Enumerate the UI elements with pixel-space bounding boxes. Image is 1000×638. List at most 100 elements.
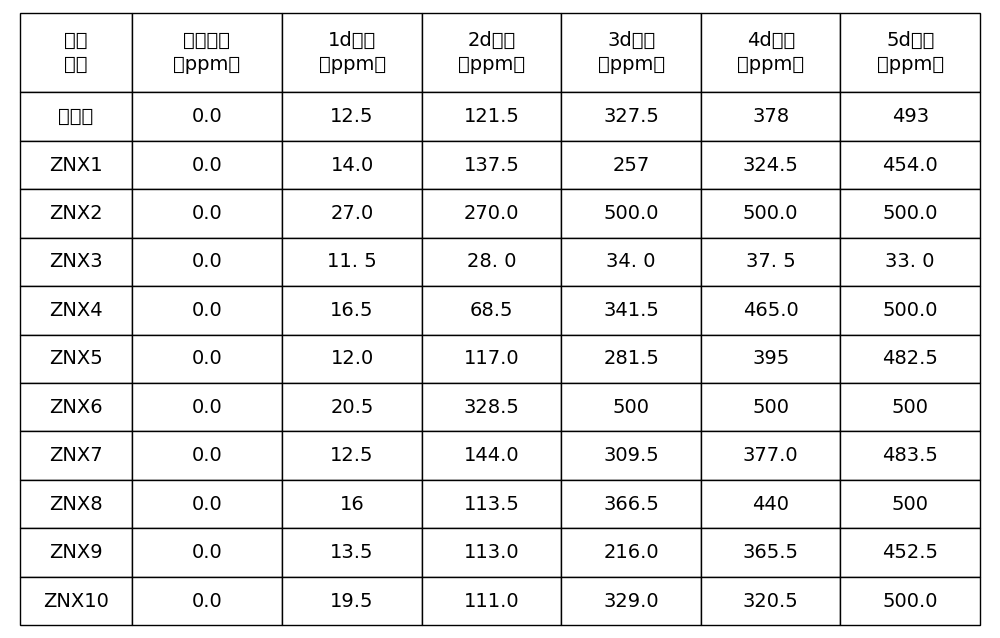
Text: 对照组: 对照组 bbox=[58, 107, 93, 126]
Bar bbox=[20, 383, 132, 431]
Text: 11. 5: 11. 5 bbox=[327, 253, 377, 271]
Bar bbox=[561, 141, 701, 189]
Text: 37. 5: 37. 5 bbox=[746, 253, 796, 271]
Bar bbox=[561, 431, 701, 480]
Bar bbox=[20, 480, 132, 528]
Bar bbox=[561, 334, 701, 383]
Text: 500.0: 500.0 bbox=[882, 301, 938, 320]
Text: 33. 0: 33. 0 bbox=[885, 253, 935, 271]
Text: 初始浓度
（ppm）: 初始浓度 （ppm） bbox=[173, 31, 241, 74]
Bar bbox=[282, 141, 422, 189]
Text: 281.5: 281.5 bbox=[603, 350, 659, 368]
Text: ZNX7: ZNX7 bbox=[49, 446, 103, 465]
Bar bbox=[840, 189, 980, 238]
Bar bbox=[282, 431, 422, 480]
Bar bbox=[20, 577, 132, 625]
Bar bbox=[840, 577, 980, 625]
Text: 111.0: 111.0 bbox=[464, 591, 519, 611]
Text: 121.5: 121.5 bbox=[464, 107, 520, 126]
Text: 257: 257 bbox=[613, 156, 650, 175]
Bar bbox=[20, 13, 132, 93]
Text: 341.5: 341.5 bbox=[603, 301, 659, 320]
Bar bbox=[422, 238, 561, 286]
Bar bbox=[701, 141, 840, 189]
Text: 452.5: 452.5 bbox=[882, 543, 938, 562]
Bar bbox=[132, 141, 282, 189]
Bar bbox=[282, 286, 422, 334]
Text: 500.0: 500.0 bbox=[743, 204, 798, 223]
Text: 16: 16 bbox=[340, 494, 364, 514]
Bar bbox=[561, 528, 701, 577]
Bar bbox=[561, 13, 701, 93]
Bar bbox=[701, 431, 840, 480]
Text: 327.5: 327.5 bbox=[603, 107, 659, 126]
Text: 329.0: 329.0 bbox=[603, 591, 659, 611]
Bar bbox=[132, 93, 282, 141]
Text: 483.5: 483.5 bbox=[882, 446, 938, 465]
Text: 0.0: 0.0 bbox=[192, 446, 222, 465]
Bar bbox=[840, 286, 980, 334]
Text: 16.5: 16.5 bbox=[330, 301, 374, 320]
Text: ZNX1: ZNX1 bbox=[49, 156, 103, 175]
Bar bbox=[561, 238, 701, 286]
Bar bbox=[132, 238, 282, 286]
Text: 12.5: 12.5 bbox=[330, 107, 374, 126]
Bar bbox=[840, 334, 980, 383]
Bar bbox=[282, 13, 422, 93]
Text: 377.0: 377.0 bbox=[743, 446, 799, 465]
Bar bbox=[701, 577, 840, 625]
Bar bbox=[282, 334, 422, 383]
Text: 144.0: 144.0 bbox=[464, 446, 519, 465]
Bar bbox=[20, 334, 132, 383]
Text: 4d浓度
（ppm）: 4d浓度 （ppm） bbox=[737, 31, 804, 74]
Text: 493: 493 bbox=[892, 107, 929, 126]
Bar bbox=[132, 13, 282, 93]
Bar bbox=[132, 480, 282, 528]
Bar bbox=[840, 238, 980, 286]
Bar bbox=[561, 383, 701, 431]
Text: 0.0: 0.0 bbox=[192, 156, 222, 175]
Bar bbox=[20, 189, 132, 238]
Text: 0.0: 0.0 bbox=[192, 350, 222, 368]
Bar bbox=[561, 577, 701, 625]
Text: 68.5: 68.5 bbox=[470, 301, 513, 320]
Bar bbox=[701, 189, 840, 238]
Bar bbox=[422, 577, 561, 625]
Bar bbox=[20, 93, 132, 141]
Bar bbox=[561, 93, 701, 141]
Text: 366.5: 366.5 bbox=[603, 494, 659, 514]
Bar bbox=[20, 238, 132, 286]
Bar bbox=[701, 383, 840, 431]
Text: 500.0: 500.0 bbox=[603, 204, 659, 223]
Text: 395: 395 bbox=[752, 350, 789, 368]
Text: 0.0: 0.0 bbox=[192, 494, 222, 514]
Text: 365.5: 365.5 bbox=[743, 543, 799, 562]
Text: 12.5: 12.5 bbox=[330, 446, 374, 465]
Bar bbox=[561, 480, 701, 528]
Text: 28. 0: 28. 0 bbox=[467, 253, 516, 271]
Bar bbox=[840, 383, 980, 431]
Bar bbox=[840, 480, 980, 528]
Text: 500.0: 500.0 bbox=[882, 591, 938, 611]
Text: 0.0: 0.0 bbox=[192, 253, 222, 271]
Text: 27.0: 27.0 bbox=[330, 204, 374, 223]
Text: 440: 440 bbox=[752, 494, 789, 514]
Bar bbox=[840, 528, 980, 577]
Text: 3d浓度
（ppm）: 3d浓度 （ppm） bbox=[598, 31, 665, 74]
Bar bbox=[840, 13, 980, 93]
Text: 0.0: 0.0 bbox=[192, 543, 222, 562]
Bar bbox=[701, 13, 840, 93]
Bar bbox=[422, 528, 561, 577]
Bar bbox=[282, 480, 422, 528]
Text: 14.0: 14.0 bbox=[330, 156, 374, 175]
Bar bbox=[701, 480, 840, 528]
Text: 500: 500 bbox=[892, 397, 929, 417]
Bar bbox=[561, 189, 701, 238]
Text: ZNX5: ZNX5 bbox=[49, 350, 103, 368]
Text: 320.5: 320.5 bbox=[743, 591, 799, 611]
Text: 328.5: 328.5 bbox=[464, 397, 520, 417]
Bar bbox=[840, 93, 980, 141]
Text: ZNX2: ZNX2 bbox=[49, 204, 103, 223]
Text: 0.0: 0.0 bbox=[192, 204, 222, 223]
Bar bbox=[840, 141, 980, 189]
